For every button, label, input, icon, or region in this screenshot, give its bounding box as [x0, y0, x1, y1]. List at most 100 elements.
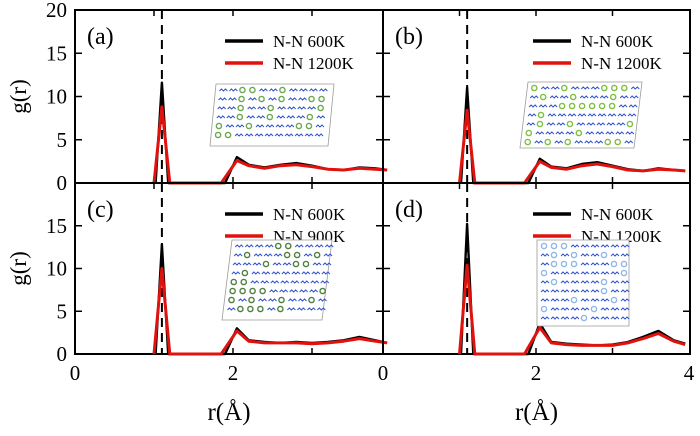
inset-chain — [304, 244, 314, 248]
inset-ring — [241, 269, 249, 277]
inset-ring — [580, 314, 588, 322]
inset-chain — [590, 253, 600, 257]
inset-chain — [265, 124, 275, 128]
inset-chain — [247, 106, 257, 110]
inset-chain — [225, 124, 235, 128]
inset-ring — [278, 95, 285, 103]
crystal-structure-inset — [209, 83, 335, 147]
x-tick-label: 0 — [70, 361, 81, 385]
inset-chain — [250, 280, 260, 284]
inset-chain — [546, 122, 556, 126]
inset-chain — [550, 86, 560, 90]
inset-ring — [237, 104, 244, 112]
inset-chain — [620, 244, 630, 248]
inset-chain — [226, 115, 236, 119]
inset-chain — [257, 106, 267, 110]
inset-chain — [620, 316, 630, 320]
inset-chain — [298, 97, 307, 101]
inset-chain — [589, 95, 599, 99]
inset-chain — [294, 244, 304, 248]
inset-chain — [545, 131, 555, 135]
panel-label: (c) — [87, 197, 114, 223]
legend-label: N-N 600K — [581, 32, 654, 51]
inset-chain — [560, 289, 570, 293]
inset-chain — [620, 298, 630, 302]
inset-chain — [560, 307, 570, 311]
inset-chain — [311, 271, 321, 275]
x-axis-label: r(Å) — [207, 399, 250, 426]
inset-ring — [550, 242, 558, 250]
crystal-structure-inset — [221, 239, 334, 321]
inset-chain — [600, 307, 610, 311]
inset-chain — [307, 307, 316, 311]
inset-ring — [568, 102, 576, 110]
inset-ring — [237, 305, 244, 313]
inset-chain — [268, 298, 277, 302]
inset-ring — [539, 93, 547, 101]
inset-chain — [291, 271, 301, 275]
inset-ring — [590, 305, 598, 313]
inset-ring — [295, 122, 303, 130]
inset-chain — [320, 280, 330, 284]
inset-ring — [317, 104, 324, 112]
inset-ring — [524, 138, 532, 146]
inset-ring — [600, 84, 608, 92]
inset-chain — [559, 95, 569, 99]
inset-ring — [544, 138, 552, 146]
inset-chain — [260, 280, 270, 284]
inset-chain — [315, 124, 325, 128]
inset-chain — [258, 298, 267, 302]
inset-chain — [319, 88, 328, 92]
inset-ring — [550, 278, 558, 286]
inset-ring — [566, 120, 574, 128]
inset-chain — [309, 88, 318, 92]
y-tick-label: 10 — [46, 257, 67, 281]
inset-chain — [269, 289, 278, 293]
inset-ring — [308, 296, 315, 304]
inset-chain — [629, 95, 639, 99]
inset-ring — [600, 287, 608, 295]
inset-chain — [550, 298, 560, 302]
inset-chain — [219, 88, 228, 92]
inset-chain — [587, 113, 597, 117]
inset-chain — [277, 106, 287, 110]
inset-ring — [578, 102, 586, 110]
inset-ring — [236, 113, 244, 121]
inset-chain — [606, 122, 616, 126]
inset-chain — [304, 133, 314, 137]
inset-chain — [286, 115, 296, 119]
inset-ring — [230, 278, 238, 286]
inset-chain — [540, 280, 550, 284]
inset-chain — [570, 289, 580, 293]
inset-chain — [268, 97, 277, 101]
inset-chain — [567, 113, 577, 117]
inset-ring — [277, 305, 284, 313]
inset-chain — [590, 86, 600, 90]
inset-chain — [610, 280, 620, 284]
inset-chain — [577, 113, 587, 117]
inset-chain — [297, 307, 306, 311]
inset-chain — [287, 307, 296, 311]
inset-ring — [239, 287, 246, 295]
inset-chain — [282, 262, 292, 266]
inset-chain — [287, 106, 297, 110]
inset-ring — [536, 120, 544, 128]
inset-chain — [595, 131, 605, 135]
inset-chain — [540, 316, 550, 320]
inset-ring — [249, 86, 256, 94]
inset-ring — [525, 129, 533, 137]
y-tick-label: 20 — [46, 0, 67, 22]
inset-ring — [243, 251, 251, 259]
inset-chain — [234, 244, 244, 248]
inset-chain — [281, 271, 291, 275]
inset-chain — [538, 104, 548, 108]
inset-ring — [283, 251, 291, 259]
inset-ring — [305, 122, 313, 130]
inset-ring — [600, 278, 608, 286]
inset-ring — [540, 242, 548, 250]
inset-chain — [254, 133, 264, 137]
inset-chain — [264, 244, 274, 248]
inset-chain — [259, 88, 268, 92]
